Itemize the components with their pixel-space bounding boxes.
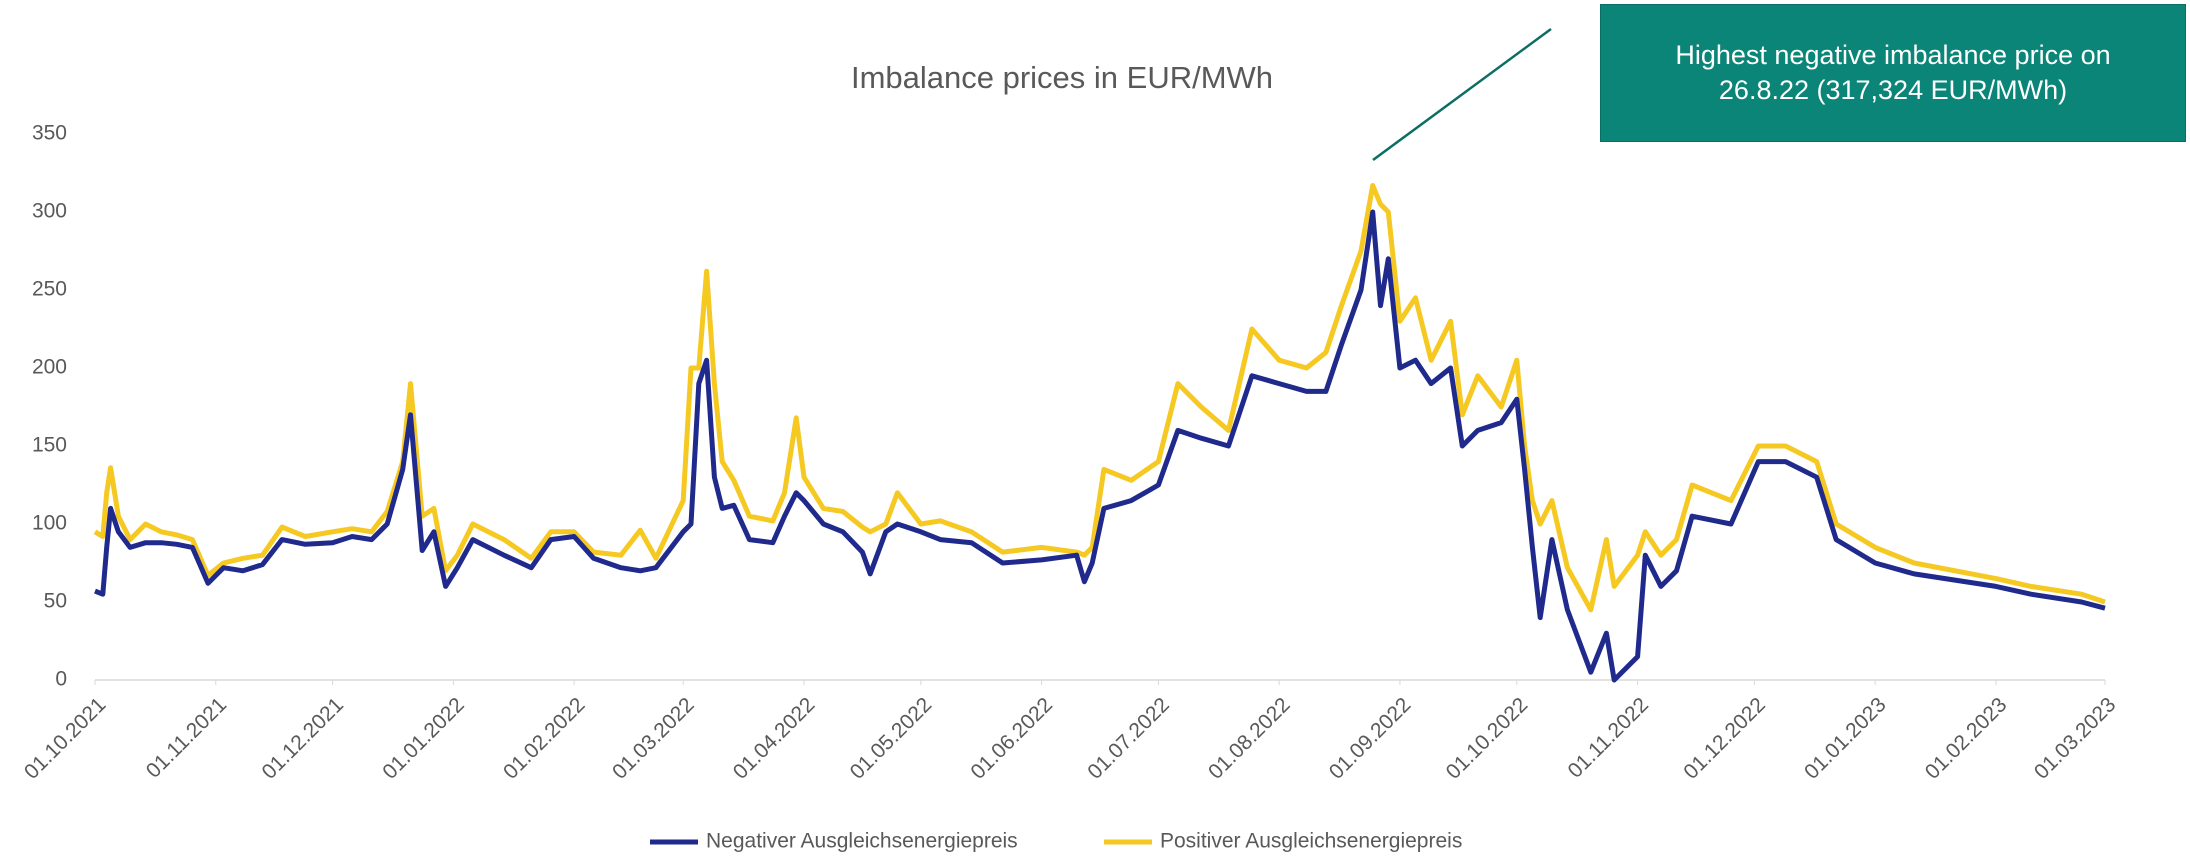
y-tick-label: 0 bbox=[55, 668, 67, 691]
y-tick-label: 150 bbox=[32, 434, 67, 457]
x-tick-label: 01.07.2022 bbox=[1083, 693, 1174, 784]
x-tick-label: 01.12.2021 bbox=[257, 693, 348, 784]
legend-label: Positiver Ausgleichsenergiepreis bbox=[1160, 830, 1462, 853]
x-tick-label: 01.11.2022 bbox=[1564, 693, 1653, 782]
y-tick-label: 250 bbox=[32, 278, 67, 301]
x-tick-label: 01.05.2022 bbox=[846, 693, 937, 784]
x-tick-label: 01.03.2022 bbox=[608, 693, 699, 784]
legend-label: Negativer Ausgleichsenergiepreis bbox=[706, 830, 1018, 853]
x-tick-label: 01.04.2022 bbox=[729, 693, 820, 784]
x-tick-label: 01.01.2022 bbox=[378, 693, 469, 784]
x-tick-label: 01.10.2021 bbox=[20, 693, 111, 784]
x-tick-label: 01.02.2023 bbox=[1921, 693, 2012, 784]
y-tick-label: 100 bbox=[32, 512, 67, 535]
chart-title: Imbalance prices in EUR/MWh bbox=[851, 60, 1273, 95]
y-tick-label: 350 bbox=[32, 122, 67, 145]
series-line bbox=[94, 209, 2106, 683]
y-tick-label: 200 bbox=[32, 356, 67, 379]
x-tick-label: 01.12.2022 bbox=[1679, 693, 1770, 784]
x-tick-label: 01.10.2022 bbox=[1442, 693, 1533, 784]
annotation-pointer bbox=[1372, 27, 1552, 162]
y-tick-label: 50 bbox=[44, 590, 67, 613]
x-tick-label: 01.02.2022 bbox=[499, 693, 590, 784]
x-tick-label: 01.11.2021 bbox=[142, 693, 231, 782]
x-tick-label: 01.06.2022 bbox=[966, 693, 1057, 784]
annotation: Highest negative imbalance price on 26.8… bbox=[1600, 4, 2186, 142]
x-tick-label: 01.09.2022 bbox=[1325, 693, 1416, 784]
y-tick-label: 300 bbox=[32, 200, 67, 223]
x-tick-label: 01.08.2022 bbox=[1204, 693, 1295, 784]
x-tick-label: 01.01.2023 bbox=[1800, 693, 1891, 784]
x-tick-label: 01.03.2023 bbox=[2030, 693, 2121, 784]
series-line bbox=[93, 183, 2106, 613]
